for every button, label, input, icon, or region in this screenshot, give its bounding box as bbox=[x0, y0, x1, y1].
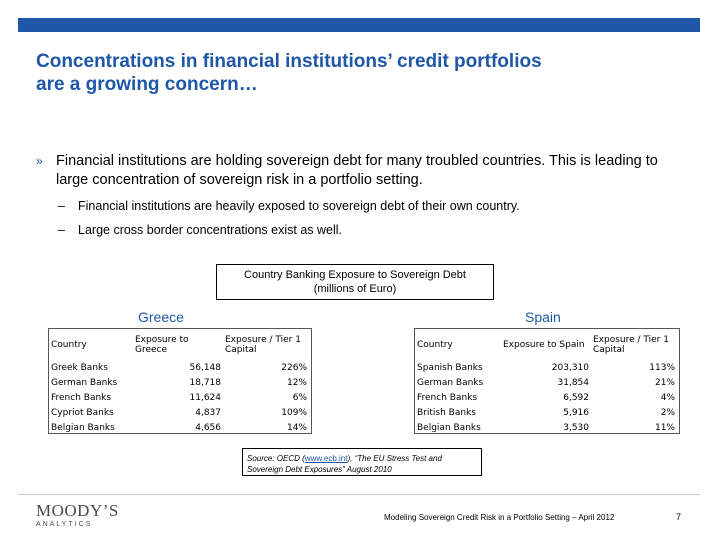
table-row: Belgian Banks 3,530 11% bbox=[415, 421, 677, 436]
greece-table: Country Exposure to Greece Exposure / Ti… bbox=[48, 328, 312, 434]
source-link[interactable]: www.ecb.int bbox=[304, 454, 348, 463]
table-cell: British Banks bbox=[417, 408, 476, 418]
footer-text: Modeling Sovereign Credit Risk in a Port… bbox=[384, 513, 615, 522]
table-cell: French Banks bbox=[417, 393, 478, 403]
table-cell: 5,916 bbox=[563, 408, 589, 418]
logo-main: MOODY’S bbox=[36, 501, 119, 520]
table-row: Cypriot Banks 4,837 109% bbox=[49, 406, 309, 421]
table-row: British Banks 5,916 2% bbox=[415, 406, 677, 421]
table-cell: 2% bbox=[660, 408, 675, 418]
footer-divider bbox=[18, 494, 700, 495]
table-cell: 109% bbox=[281, 408, 307, 418]
table-cell: Spanish Banks bbox=[417, 363, 483, 373]
table-cell: 21% bbox=[654, 378, 675, 388]
table-row: Belgian Banks 4,656 14% bbox=[49, 421, 309, 436]
spain-table: Country Exposure to Spain Exposure / Tie… bbox=[414, 328, 680, 434]
dash-marker: – bbox=[58, 223, 65, 237]
column-header: Exposure / Tier 1 Capital bbox=[593, 335, 669, 355]
logo-sub: ANALYTICS bbox=[36, 521, 93, 528]
source-line2: Sovereign Debt Exposures” August 2010 bbox=[247, 465, 392, 474]
table-row: Greek Banks 56,148 226% bbox=[49, 361, 309, 376]
table-cell: 4,656 bbox=[195, 423, 221, 433]
exposure-title-box: Country Banking Exposure to Sovereign De… bbox=[216, 264, 494, 300]
source-prefix: Source: OECD ( bbox=[247, 454, 305, 463]
sub-bullet-text: Large cross border concentrations exist … bbox=[78, 223, 343, 237]
sub-bullet: – Financial institutions are heavily exp… bbox=[36, 198, 676, 214]
table-cell: German Banks bbox=[417, 378, 484, 388]
dash-marker: – bbox=[58, 199, 65, 213]
table-cell: Cypriot Banks bbox=[51, 408, 114, 418]
slide-title-line1: Concentrations in financial institutions… bbox=[36, 51, 542, 72]
table-cell: Belgian Banks bbox=[417, 423, 481, 433]
column-header: Country bbox=[51, 340, 87, 350]
slide-title: Concentrations in financial institutions… bbox=[36, 50, 696, 96]
source-note: Source: OECD (www.ecb.int), “The EU Stre… bbox=[242, 448, 482, 476]
table-cell: 11,624 bbox=[189, 393, 222, 403]
table-cell: 4,837 bbox=[195, 408, 221, 418]
column-header: Exposure to Greece bbox=[135, 335, 189, 355]
exposure-units: (millions of Euro) bbox=[313, 283, 397, 295]
moodys-analytics-logo: MOODY’S ANALYTICS bbox=[36, 502, 119, 530]
table-cell: 113% bbox=[649, 363, 675, 373]
table-cell: 226% bbox=[281, 363, 307, 373]
table-cell: 12% bbox=[286, 378, 307, 388]
sub-bullet: – Large cross border concentrations exis… bbox=[36, 222, 676, 238]
table-cell: French Banks bbox=[51, 393, 112, 403]
column-header: Exposure / Tier 1 Capital bbox=[225, 335, 301, 355]
table-cell: 31,854 bbox=[557, 378, 590, 388]
table-cell: 11% bbox=[654, 423, 675, 433]
table-cell: Greek Banks bbox=[51, 363, 108, 373]
bullet-marker-icon: » bbox=[36, 154, 43, 168]
table-cell: 4% bbox=[660, 393, 675, 403]
table-row: French Banks 6,592 4% bbox=[415, 391, 677, 406]
table-row: Spanish Banks 203,310 113% bbox=[415, 361, 677, 376]
table-cell: 56,148 bbox=[189, 363, 222, 373]
exposure-title: Country Banking Exposure to Sovereign De… bbox=[244, 269, 466, 281]
table-cell: Belgian Banks bbox=[51, 423, 115, 433]
table-cell: German Banks bbox=[51, 378, 118, 388]
table-cell: 6% bbox=[292, 393, 307, 403]
table-row: German Banks 31,854 21% bbox=[415, 376, 677, 391]
table-cell: 14% bbox=[286, 423, 307, 433]
table-cell: 3,530 bbox=[563, 423, 589, 433]
bullet-main: » Financial institutions are holding sov… bbox=[36, 152, 676, 190]
table-cell: 18,718 bbox=[189, 378, 222, 388]
page-number: 7 bbox=[676, 512, 682, 522]
table-cell: 6,592 bbox=[563, 393, 589, 403]
header-bar bbox=[18, 18, 700, 32]
slide-title-line2: are a growing concern… bbox=[36, 74, 258, 95]
column-header: Exposure to Spain bbox=[503, 340, 585, 350]
table-row: French Banks 11,624 6% bbox=[49, 391, 309, 406]
spain-label: Spain bbox=[525, 309, 561, 325]
table-cell: 203,310 bbox=[551, 363, 589, 373]
column-header: Country bbox=[417, 340, 453, 350]
bullet-list: » Financial institutions are holding sov… bbox=[36, 152, 676, 238]
table-row: German Banks 18,718 12% bbox=[49, 376, 309, 391]
bullet-main-text: Financial institutions are holding sover… bbox=[56, 153, 658, 188]
greece-label: Greece bbox=[138, 309, 184, 325]
sub-bullet-text: Financial institutions are heavily expos… bbox=[78, 199, 520, 213]
source-suffix: ), “The EU Stress Test and bbox=[347, 454, 442, 463]
